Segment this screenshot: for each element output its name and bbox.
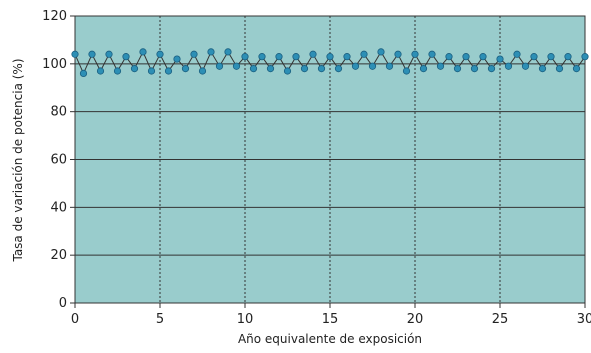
data-point — [555, 65, 564, 73]
y-tick-labels: 0 20 40 60 80 100 120 — [42, 9, 67, 311]
x-tick-label: 5 — [156, 312, 164, 327]
data-point — [147, 67, 156, 75]
data-point — [113, 67, 122, 75]
data-point — [300, 65, 309, 73]
y-tick-label: 100 — [42, 57, 67, 72]
data-point — [351, 62, 360, 70]
data-point — [105, 50, 113, 58]
horizontal-grid — [75, 63, 585, 256]
data-point — [564, 53, 572, 61]
data-point — [181, 65, 190, 73]
data-point — [470, 65, 479, 73]
y-tick-label: 60 — [50, 153, 67, 168]
data-point — [130, 65, 139, 73]
data-point — [419, 65, 428, 73]
data-point — [521, 62, 530, 70]
data-point — [207, 48, 215, 56]
data-point — [139, 48, 147, 56]
axis-ticks — [70, 15, 586, 308]
data-point — [317, 65, 326, 73]
data-point — [249, 65, 258, 73]
y-axis-title: Tasa de variación de potencia (%) — [11, 58, 25, 262]
data-point — [368, 62, 377, 70]
data-point — [241, 53, 249, 61]
data-point — [71, 50, 79, 58]
data-point — [275, 53, 283, 61]
data-point — [547, 53, 555, 61]
data-point — [487, 65, 496, 73]
data-point — [445, 53, 453, 61]
data-point — [258, 53, 266, 61]
x-tick-label: 25 — [492, 312, 509, 327]
x-tick-labels: 0 5 10 15 20 25 30 — [71, 312, 591, 327]
data-point — [496, 55, 504, 63]
x-tick-label: 0 — [71, 312, 79, 327]
data-point — [96, 67, 105, 75]
data-point — [309, 50, 317, 58]
y-tick-label: 0 — [59, 296, 67, 311]
y-tick-label: 120 — [42, 9, 67, 24]
data-point — [164, 67, 173, 75]
data-point — [266, 65, 275, 73]
data-point — [292, 53, 300, 61]
data-point — [513, 50, 521, 58]
y-tick-label: 80 — [50, 105, 67, 120]
data-point — [215, 62, 224, 70]
data-point — [343, 53, 351, 61]
data-point — [173, 55, 181, 63]
data-series — [71, 48, 589, 78]
data-point — [198, 67, 207, 75]
data-point — [538, 65, 547, 73]
data-point — [122, 53, 130, 61]
data-point — [326, 53, 334, 61]
data-point — [504, 62, 513, 70]
data-point — [377, 48, 385, 56]
data-point — [479, 53, 487, 61]
data-point — [156, 50, 164, 58]
data-point — [190, 50, 198, 58]
data-point — [79, 69, 88, 78]
data-point — [394, 50, 402, 58]
y-tick-label: 20 — [50, 248, 67, 263]
y-tick-label: 40 — [50, 200, 67, 215]
data-point — [283, 67, 292, 75]
data-point — [402, 67, 411, 75]
data-point — [385, 62, 394, 70]
x-tick-label: 10 — [237, 312, 254, 327]
data-point — [530, 53, 538, 61]
data-point — [88, 50, 96, 58]
data-point — [334, 65, 343, 73]
x-tick-label: 15 — [322, 312, 339, 327]
x-tick-label: 30 — [577, 312, 591, 327]
data-point — [462, 53, 470, 61]
data-point — [581, 53, 589, 61]
data-point — [411, 50, 419, 58]
x-tick-label: 20 — [407, 312, 424, 327]
data-point — [224, 48, 232, 56]
x-axis-title: Año equivalente de exposición — [238, 332, 422, 346]
data-point — [360, 50, 368, 58]
data-point — [572, 65, 581, 73]
data-point — [428, 50, 436, 58]
data-point — [453, 65, 462, 73]
data-point — [436, 62, 445, 70]
data-point — [232, 62, 241, 70]
